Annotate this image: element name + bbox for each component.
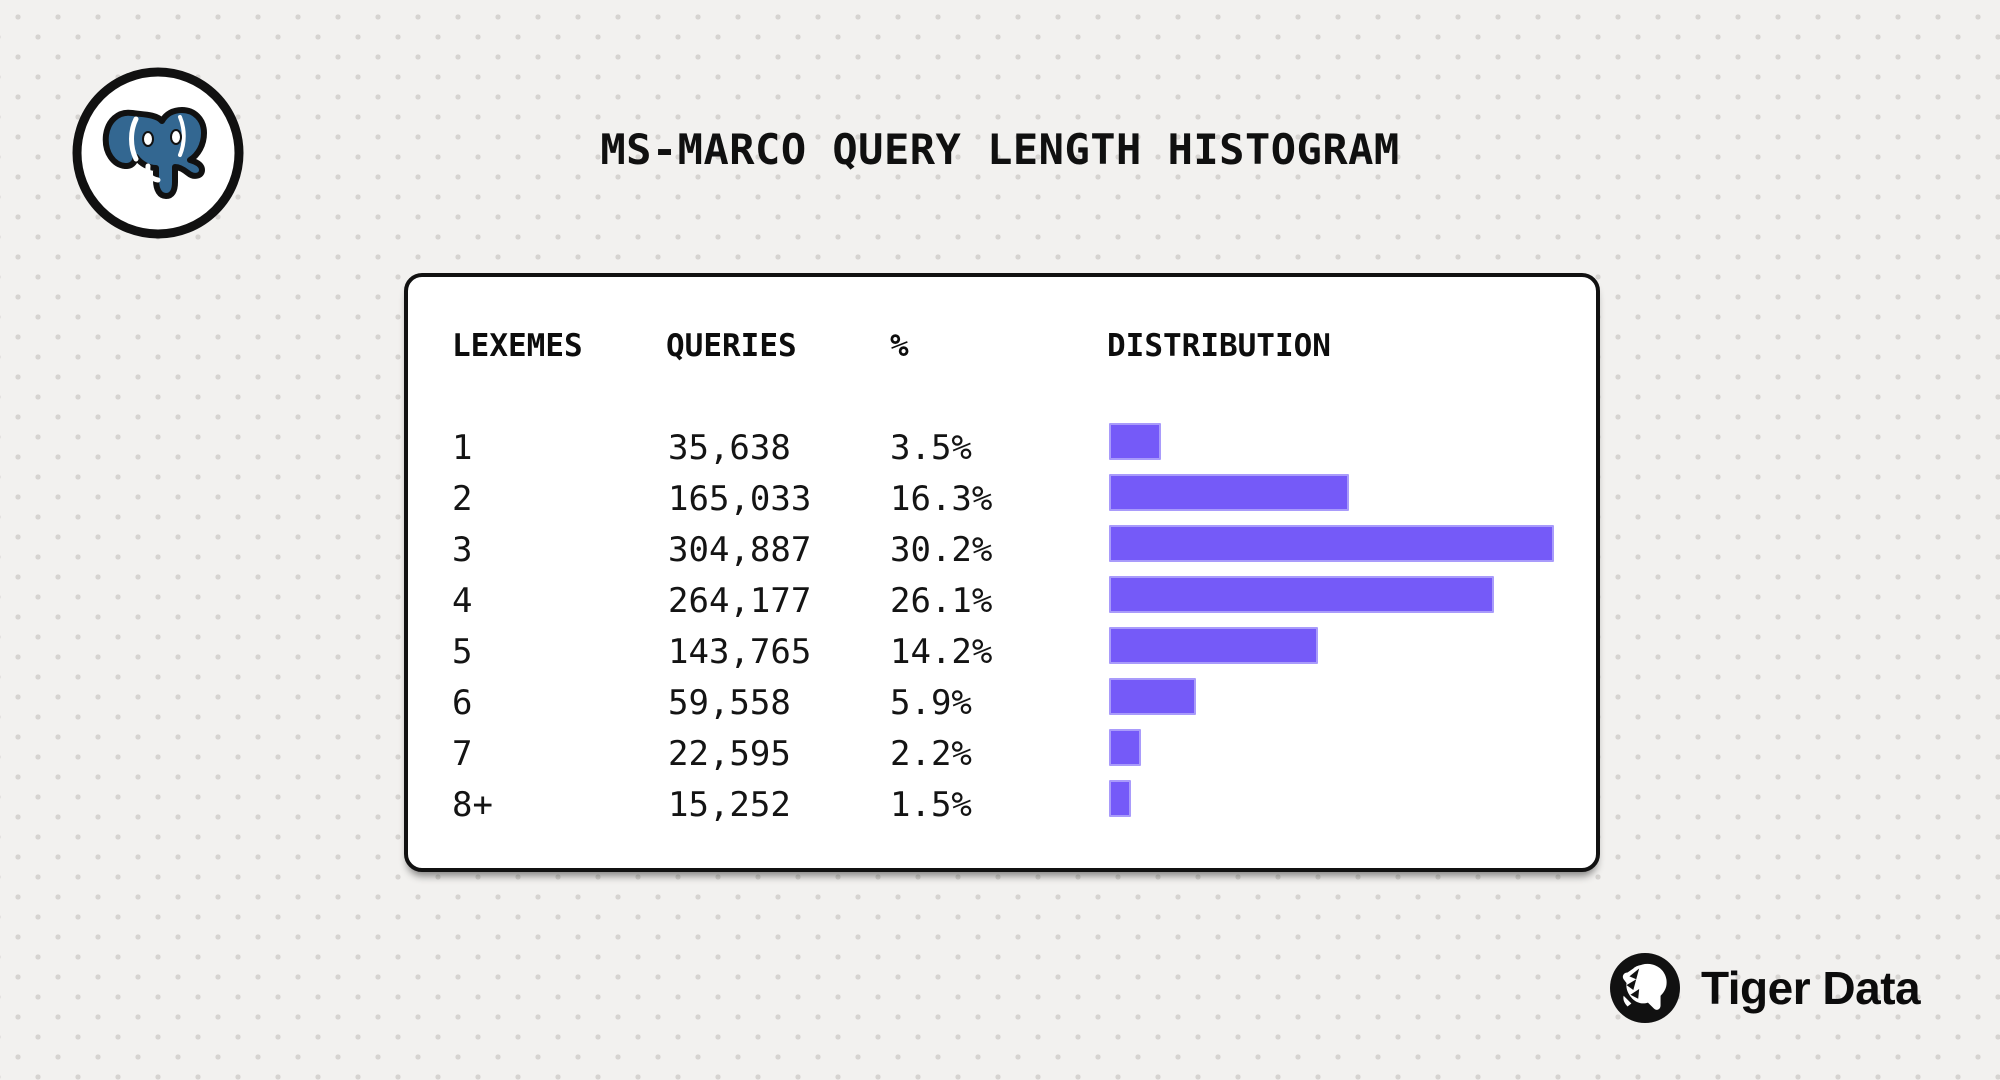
cell-percent: 5.9% — [890, 683, 972, 723]
column-header-queries: QUERIES — [666, 328, 797, 364]
table-row: 1 35,638 3.5% — [408, 423, 1596, 474]
cell-lexemes: 5 — [452, 632, 473, 672]
cell-queries: 143,765 — [668, 632, 812, 672]
table-row: 4 264,177 26.1% — [408, 576, 1596, 627]
cell-queries: 15,252 — [668, 785, 791, 825]
column-header-lexemes: LEXEMES — [452, 328, 583, 364]
histogram-card: LEXEMES QUERIES % DISTRIBUTION 1 35,638 … — [404, 273, 1600, 872]
table-header-row: LEXEMES QUERIES % DISTRIBUTION — [408, 329, 1596, 363]
postgresql-logo — [68, 63, 248, 243]
tiger-data-logo: Tiger Data — [1610, 951, 1921, 1025]
cell-lexemes: 7 — [452, 734, 473, 774]
distribution-bar — [1109, 729, 1141, 766]
cell-queries: 22,595 — [668, 734, 791, 774]
page-title: MS-MARCO QUERY LENGTH HISTOGRAM — [600, 125, 1400, 174]
distribution-bar — [1109, 627, 1318, 664]
distribution-bar — [1109, 576, 1494, 613]
cell-percent: 30.2% — [890, 530, 993, 570]
cell-percent: 2.2% — [890, 734, 972, 774]
cell-lexemes: 8+ — [452, 785, 493, 825]
cell-queries: 304,887 — [668, 530, 812, 570]
distribution-bar — [1109, 780, 1131, 817]
table-body: 1 35,638 3.5% 2 165,033 16.3% 3 304,887 … — [408, 423, 1596, 831]
table-row: 7 22,595 2.2% — [408, 729, 1596, 780]
cell-percent: 14.2% — [890, 632, 993, 672]
table-row: 5 143,765 14.2% — [408, 627, 1596, 678]
table-row: 6 59,558 5.9% — [408, 678, 1596, 729]
brand-name: Tiger Data — [1701, 962, 1921, 1014]
column-header-percent: % — [890, 328, 909, 364]
table-row: 8+ 15,252 1.5% — [408, 780, 1596, 831]
cell-queries: 165,033 — [668, 479, 812, 519]
distribution-bar — [1109, 525, 1554, 562]
table-row: 2 165,033 16.3% — [408, 474, 1596, 525]
cell-percent: 26.1% — [890, 581, 993, 621]
column-header-distribution: DISTRIBUTION — [1107, 328, 1331, 364]
tiger-head-icon — [1610, 953, 1680, 1023]
cell-queries: 264,177 — [668, 581, 812, 621]
table-row: 3 304,887 30.2% — [408, 525, 1596, 576]
distribution-bar — [1109, 423, 1161, 460]
cell-percent: 16.3% — [890, 479, 993, 519]
cell-queries: 59,558 — [668, 683, 791, 723]
cell-queries: 35,638 — [668, 428, 791, 468]
cell-lexemes: 6 — [452, 683, 473, 723]
cell-lexemes: 2 — [452, 479, 473, 519]
cell-lexemes: 1 — [452, 428, 473, 468]
cell-percent: 3.5% — [890, 428, 972, 468]
cell-lexemes: 3 — [452, 530, 473, 570]
distribution-bar — [1109, 678, 1196, 715]
cell-lexemes: 4 — [452, 581, 473, 621]
postgresql-elephant-icon — [72, 67, 244, 239]
cell-percent: 1.5% — [890, 785, 972, 825]
distribution-bar — [1109, 474, 1349, 511]
